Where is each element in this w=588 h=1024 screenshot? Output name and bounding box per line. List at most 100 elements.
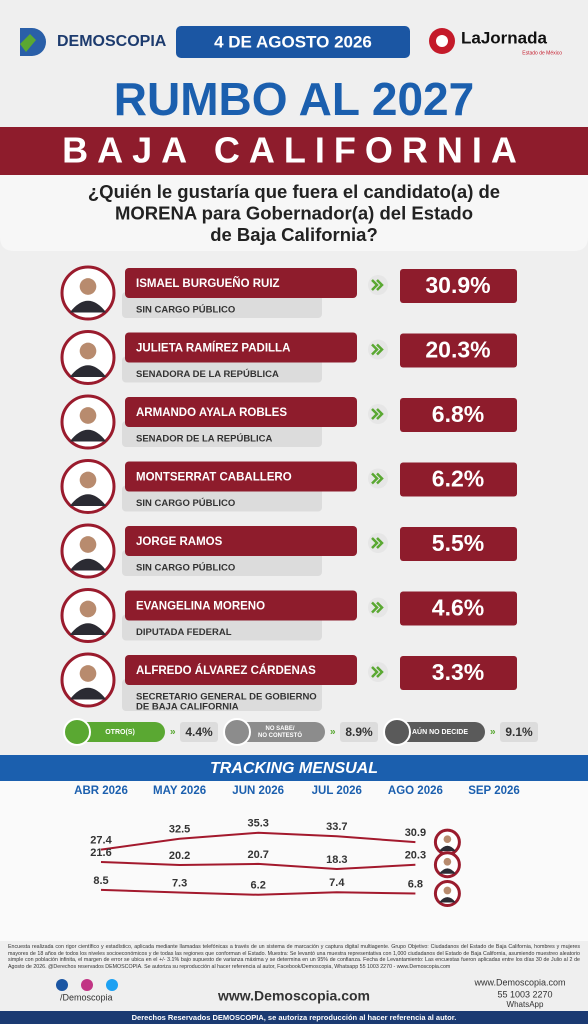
trend-value: 7.4: [329, 877, 345, 889]
contact-web: www.Demoscopia.com: [473, 977, 565, 987]
social-handle: /Demoscopia: [60, 992, 113, 1002]
trend-value: 20.2: [169, 850, 190, 862]
candidate-name: JORGE RAMOS: [136, 536, 223, 548]
partner-icon: [436, 35, 448, 47]
photo-body: [69, 494, 107, 506]
photo-head: [79, 536, 97, 553]
photo-body: [69, 300, 107, 313]
x-tick-label: JUN 2026: [232, 785, 284, 797]
partner-logo: LaJornada: [461, 28, 548, 47]
trend-value: 7.3: [172, 877, 187, 889]
other-icon: [383, 718, 411, 746]
candidate-value: 3.3%: [432, 659, 484, 685]
website: www.Demoscopia.com: [217, 988, 370, 1004]
candidate-role: SECRETARIO GENERAL DE GOBIERNO: [136, 692, 317, 703]
other-pill: [395, 722, 485, 742]
date-box: [176, 26, 410, 58]
other-icon: [63, 718, 91, 746]
candidate-role: DE BAJA CALIFORNIA: [136, 702, 239, 713]
x-tick-label: MAY 2026: [153, 785, 206, 797]
rights-band: [0, 1011, 588, 1024]
value-box: [400, 398, 517, 432]
x-tick-label: JUL 2026: [312, 785, 362, 797]
photo-body: [69, 623, 107, 635]
subtitle: BAJA CALIFORNIA: [62, 130, 526, 171]
trend-line: [100, 831, 416, 851]
candidate-role: SENADORA DE LA REPÚBLICA: [136, 368, 279, 380]
trend-value: 20.3: [405, 850, 426, 862]
chevron: [371, 472, 384, 485]
question-line: MORENA para Gobernador(a) del Estado: [115, 202, 473, 223]
candidate-name: JULIETA RAMÍREZ PADILLA: [136, 342, 290, 355]
photo-head: [443, 886, 452, 895]
candidate-name: MONTSERRAT CABALLERO: [136, 472, 292, 484]
trend-line: [100, 888, 416, 896]
subtitle-band: [0, 127, 588, 175]
chevron: [371, 537, 384, 549]
tracking-area: [0, 781, 588, 941]
photo-body: [69, 558, 107, 571]
candidate-value: 30.9%: [425, 272, 490, 298]
role-bar: [122, 485, 322, 512]
candidate-value: 4.6%: [432, 595, 484, 621]
trend-line: [100, 860, 416, 871]
whatsapp: WhatsApp: [507, 1000, 544, 1009]
candidate-value: 6.8%: [432, 401, 484, 427]
role-bar: [122, 550, 322, 576]
other-label: AÚN NO DECIDE: [412, 727, 468, 736]
trend-value: 6.2: [251, 880, 266, 892]
role-bar: [122, 356, 322, 383]
photo-head: [79, 600, 97, 618]
trend-value: 27.4: [90, 835, 112, 847]
photo-body: [439, 897, 456, 903]
other-value-box: [500, 722, 538, 742]
name-bar: [125, 397, 357, 427]
other-pill: [235, 722, 325, 742]
logo-icon: [20, 34, 36, 52]
value-box: [400, 656, 517, 690]
rights: Derechos Reservados DEMOSCOPIA, se autor…: [132, 1013, 457, 1022]
x-tick-label: AGO 2026: [388, 785, 443, 797]
photo-head: [443, 835, 452, 844]
value-box: [400, 591, 517, 626]
photo-body: [439, 868, 456, 874]
photo-head: [79, 407, 97, 424]
twitter-icon: [106, 979, 118, 991]
x-tick-label: SEP 2026: [468, 785, 520, 797]
other-icon: [223, 718, 251, 746]
photo-head: [79, 665, 97, 682]
trend-value: 20.7: [247, 849, 268, 861]
question-line: ¿Quién le gustaría que fuera el candidat…: [88, 181, 500, 202]
trend-value: 33.7: [326, 821, 347, 833]
trend-value: 18.3: [326, 854, 347, 866]
date: 4 DE AGOSTO 2026: [214, 32, 372, 51]
candidate-role: SENADOR DE LA REPÚBLICA: [136, 433, 272, 445]
question-line: de Baja California?: [210, 224, 378, 245]
role-bar: [122, 421, 322, 447]
candidate-role: DIPUTADA FEDERAL: [136, 627, 232, 638]
trend-value: 21.6: [90, 847, 111, 859]
other-chevron: »: [490, 727, 496, 738]
photo-head: [79, 342, 97, 360]
instagram-icon: [81, 979, 93, 991]
photo-head: [443, 857, 452, 866]
name-bar: [125, 655, 357, 685]
photo-head: [79, 471, 97, 489]
title: RUMBO AL 2027: [114, 73, 474, 125]
candidate-name: ARMANDO AYALA ROBLES: [136, 407, 287, 419]
other-label: OTRO(S): [105, 729, 135, 736]
photo-body: [69, 429, 107, 442]
chevron: [371, 343, 384, 356]
role-bar: [122, 292, 322, 318]
photo-head: [79, 278, 97, 295]
tracking-title: TRACKING MENSUAL: [210, 760, 378, 777]
logo-text: DEMOSCOPIA: [57, 33, 167, 50]
other-chevron: »: [170, 727, 176, 738]
methodology: Encuesta realizada con rigor científico …: [8, 944, 580, 970]
other-value-box: [340, 722, 378, 742]
name-bar: [125, 268, 357, 298]
chevron: [371, 666, 384, 678]
candidate-value: 20.3%: [425, 337, 490, 363]
